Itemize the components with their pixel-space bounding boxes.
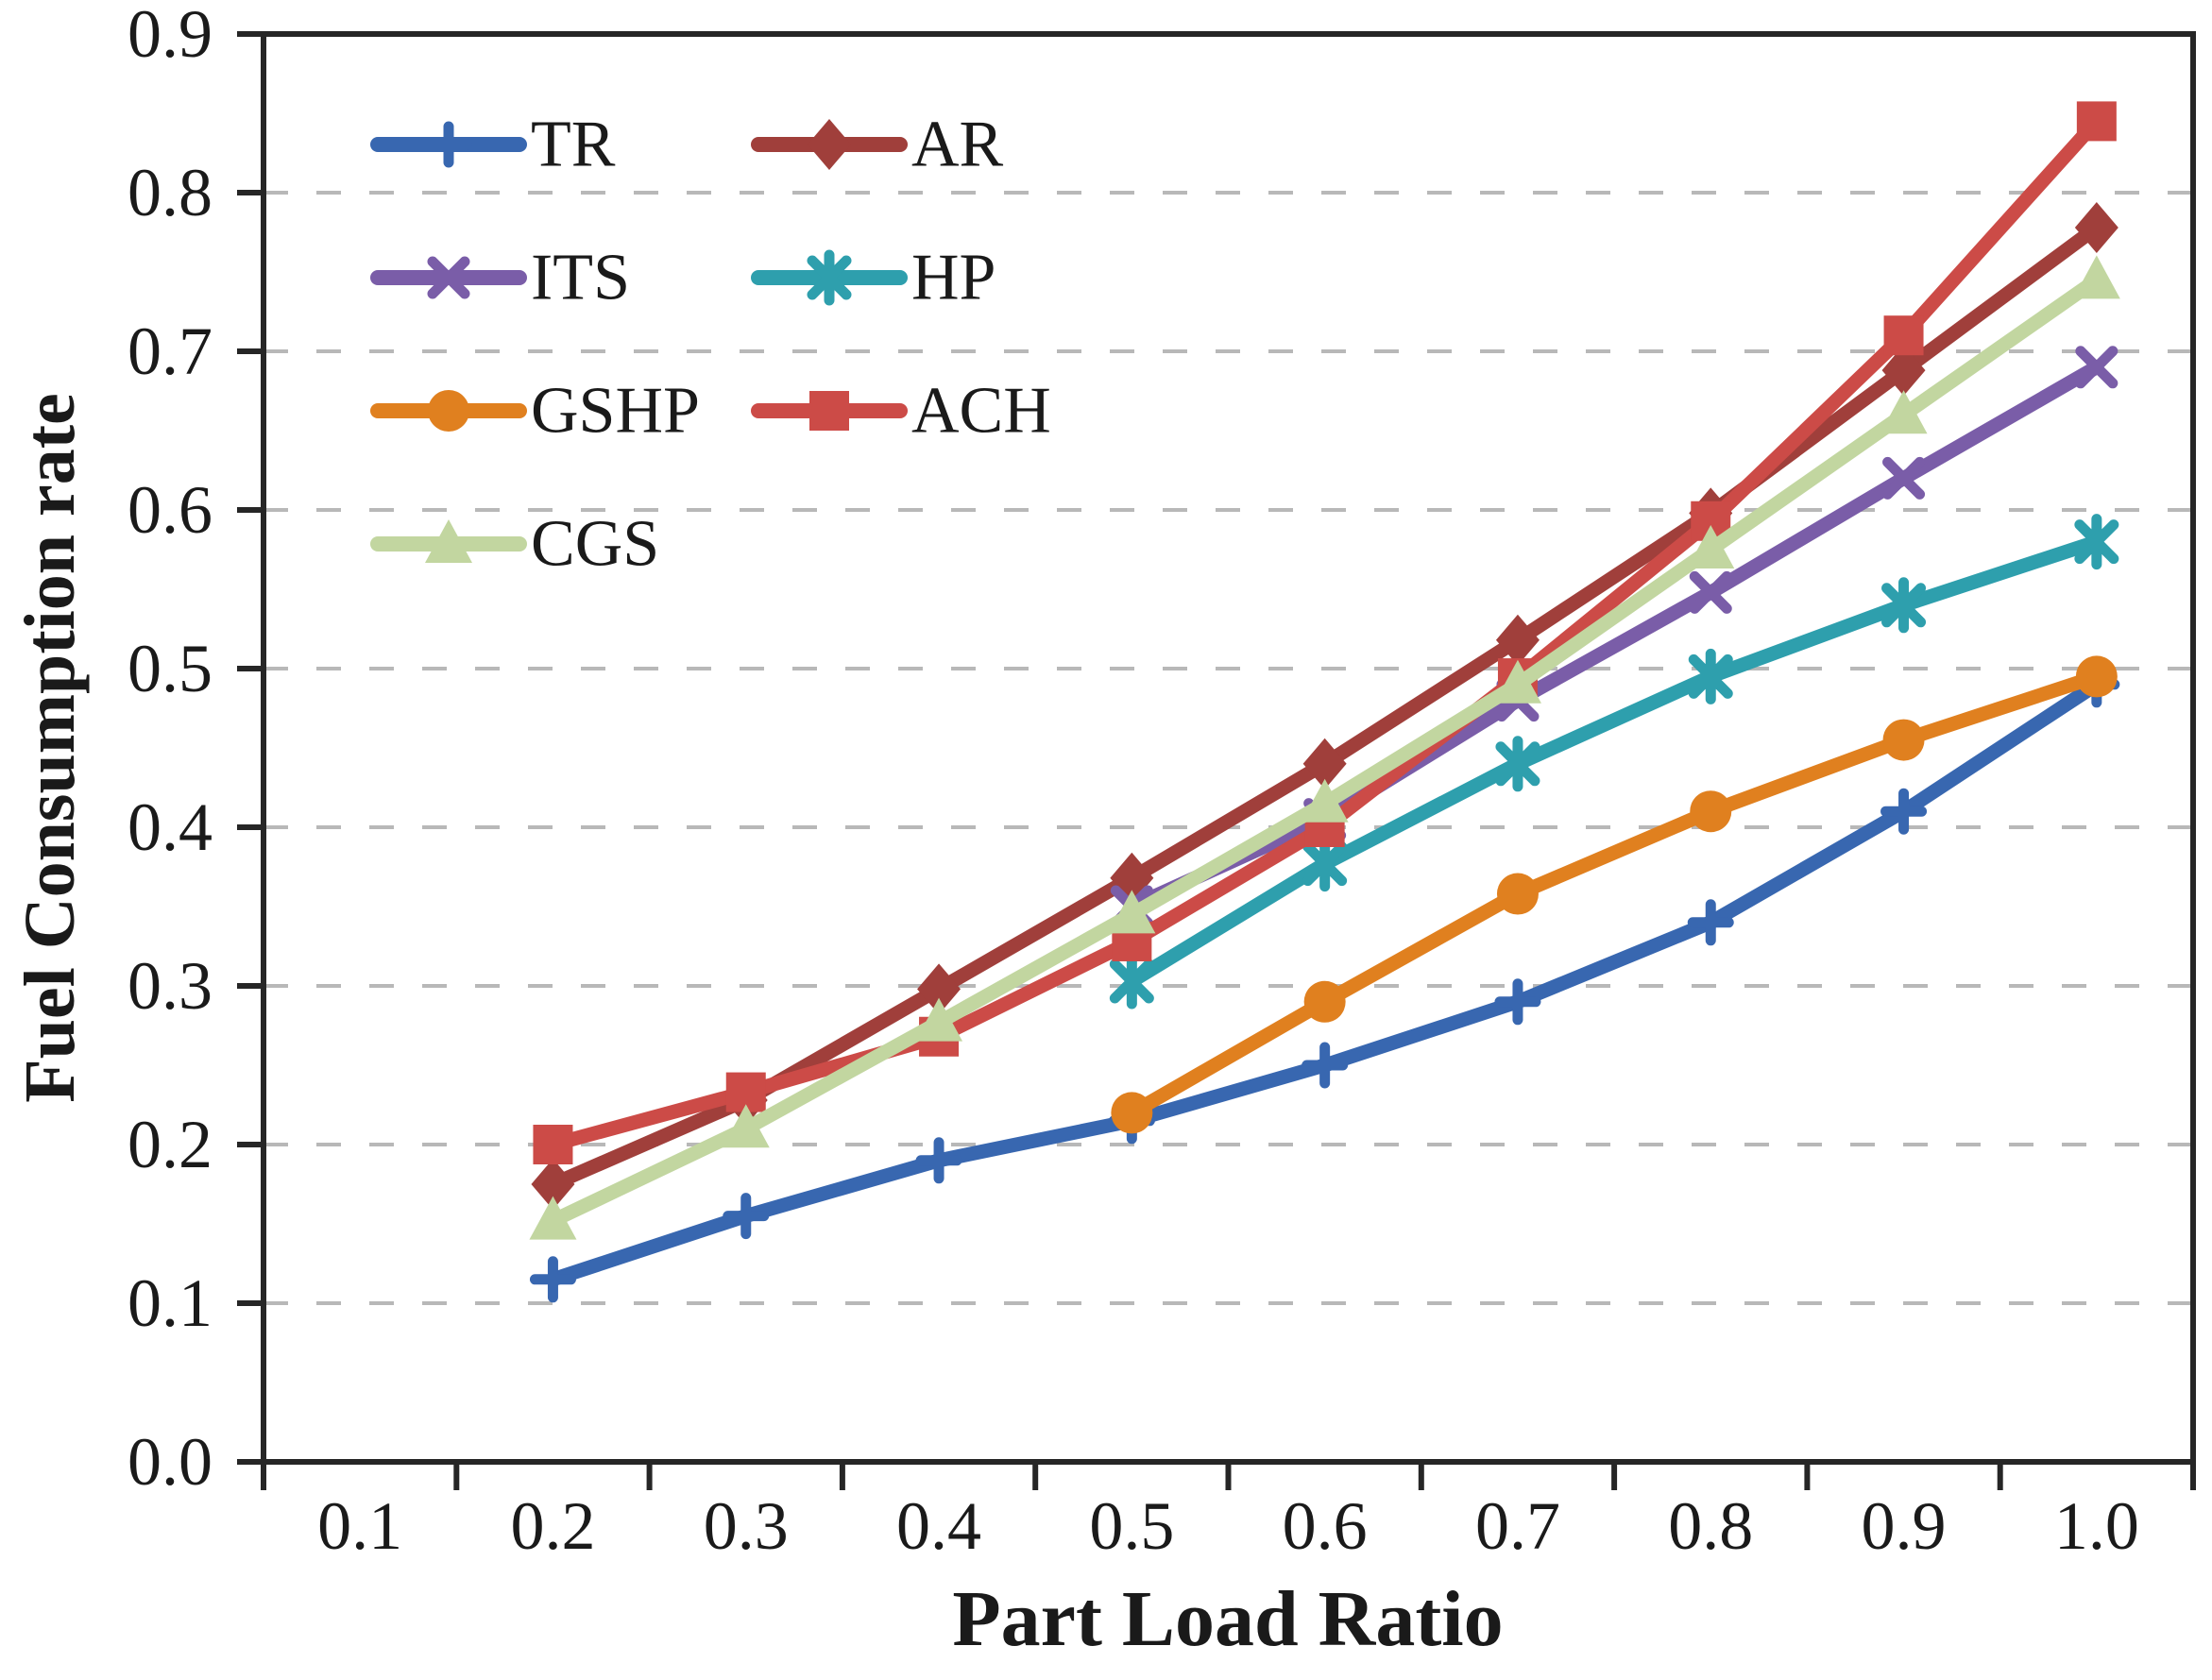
x-tick-label: 0.3	[704, 1488, 789, 1564]
legend-item-GSHP: GSHP	[370, 375, 700, 448]
marker-asterisk	[1688, 648, 1733, 704]
marker-asterisk	[1109, 953, 1154, 1010]
x-tick-label: 0.9	[1862, 1488, 1947, 1564]
marker-diamond	[1302, 738, 1347, 789]
legend-item-ACH: ACH	[751, 375, 1051, 448]
marker-plus	[1302, 1042, 1349, 1089]
marker-square	[533, 1125, 573, 1164]
y-tick-label: 0.9	[128, 0, 213, 72]
y-tick-label: 0.1	[128, 1265, 213, 1341]
x-tick-label: 0.2	[510, 1488, 595, 1564]
marker-triangle	[722, 1104, 770, 1148]
x-tick-label: 1.0	[2054, 1488, 2139, 1564]
marker-circle	[1111, 1092, 1153, 1134]
marker-circle	[1882, 719, 1925, 761]
marker-diamond	[1495, 614, 1540, 666]
marker-square	[2076, 101, 2117, 142]
marker-diamond	[917, 963, 961, 1015]
legend-label-CGS: CGS	[531, 508, 659, 581]
marker-triangle	[1880, 390, 1928, 434]
marker-asterisk	[807, 249, 852, 306]
y-axis-title: Fuel Consumption rate	[10, 393, 90, 1103]
legend-item-CGS: CGS	[370, 508, 659, 581]
y-tick-label: 0.3	[128, 948, 213, 1024]
marker-circle	[428, 390, 469, 432]
marker-asterisk	[2074, 514, 2119, 570]
legend-item-HP: HP	[751, 242, 995, 314]
marker-asterisk	[1881, 577, 1927, 634]
series-GSHP	[1111, 655, 2118, 1134]
marker-asterisk	[1495, 736, 1540, 792]
marker-triangle	[1493, 659, 1541, 704]
marker-diamond	[2074, 201, 2118, 253]
x-tick-label: 0.8	[1668, 1488, 1753, 1564]
y-tick-label: 0.4	[128, 789, 213, 865]
legend-label-HP: HP	[911, 242, 995, 314]
marker-plus	[1687, 899, 1734, 946]
legend-item-ITS: ITS	[370, 242, 630, 314]
x-axis-title: Part Load Ratio	[952, 1575, 1503, 1663]
marker-plus	[915, 1137, 962, 1184]
marker-plus	[529, 1256, 576, 1303]
marker-square	[809, 391, 849, 431]
marker-circle	[1496, 873, 1539, 915]
y-tick-label: 0.7	[128, 314, 213, 389]
series-line-HP	[1124, 535, 2104, 989]
legend-label-GSHP: GSHP	[531, 375, 700, 448]
y-tick-label: 0.8	[128, 155, 213, 230]
marker-asterisk	[1302, 836, 1348, 892]
marker-x	[427, 256, 470, 299]
marker-triangle	[2072, 255, 2120, 299]
marker-triangle	[1108, 890, 1156, 934]
x-tick-label: 0.4	[896, 1488, 981, 1564]
marker-plus	[1494, 978, 1541, 1026]
marker-x	[1689, 570, 1732, 614]
marker-diamond	[1881, 345, 1926, 397]
marker-triangle	[915, 997, 963, 1042]
marker-triangle	[425, 519, 472, 563]
series-line-ITS	[1124, 360, 2104, 914]
marker-square	[1883, 315, 1924, 356]
legend-item-TR: TR	[370, 109, 616, 181]
tick-labels: 0.0 0.1 0.2 0.3 0.4 0.5 0.6 0.7 0.8 0.9 0.1 0.2 0.3 0…	[128, 0, 2139, 1564]
legend-label-TR: TR	[531, 109, 616, 181]
y-tick-label: 0.5	[128, 631, 213, 706]
marker-plus	[723, 1193, 770, 1240]
series-AR	[531, 201, 2118, 1210]
x-tick-label: 0.5	[1089, 1488, 1174, 1564]
series-lines	[529, 101, 2120, 1303]
y-tick-label: 0.6	[128, 472, 213, 548]
marker-x	[1882, 456, 1926, 500]
gridlines	[264, 191, 2193, 1305]
marker-circle	[1690, 790, 1732, 833]
series-CGS	[529, 255, 2120, 1240]
marker-diamond	[808, 119, 851, 170]
x-tick-label: 0.6	[1283, 1488, 1368, 1564]
marker-triangle	[1687, 525, 1735, 568]
series-line-GSHP	[1124, 669, 2104, 1120]
series-HP	[1109, 514, 2119, 1010]
legend-label-ITS: ITS	[531, 242, 630, 314]
y-tick-label: 0.0	[128, 1424, 213, 1500]
legend-label-ACH: ACH	[911, 375, 1051, 448]
marker-x	[2075, 346, 2118, 389]
marker-triangle	[529, 1196, 577, 1240]
marker-plus	[1880, 788, 1928, 835]
marker-diamond	[531, 1159, 575, 1210]
y-tick-label: 0.2	[128, 1107, 213, 1182]
marker-plus	[425, 121, 472, 168]
marker-circle	[1303, 980, 1346, 1023]
axes	[237, 31, 2196, 1490]
x-tick-label: 0.7	[1475, 1488, 1560, 1564]
legend-item-AR: AR	[751, 109, 1004, 181]
legend: TR AR ITS HP GSHP ACH CGS	[370, 109, 1051, 581]
x-tick-label: 0.1	[317, 1488, 402, 1564]
marker-circle	[2075, 655, 2118, 698]
legend-label-AR: AR	[911, 109, 1004, 181]
marker-triangle	[1301, 778, 1349, 823]
